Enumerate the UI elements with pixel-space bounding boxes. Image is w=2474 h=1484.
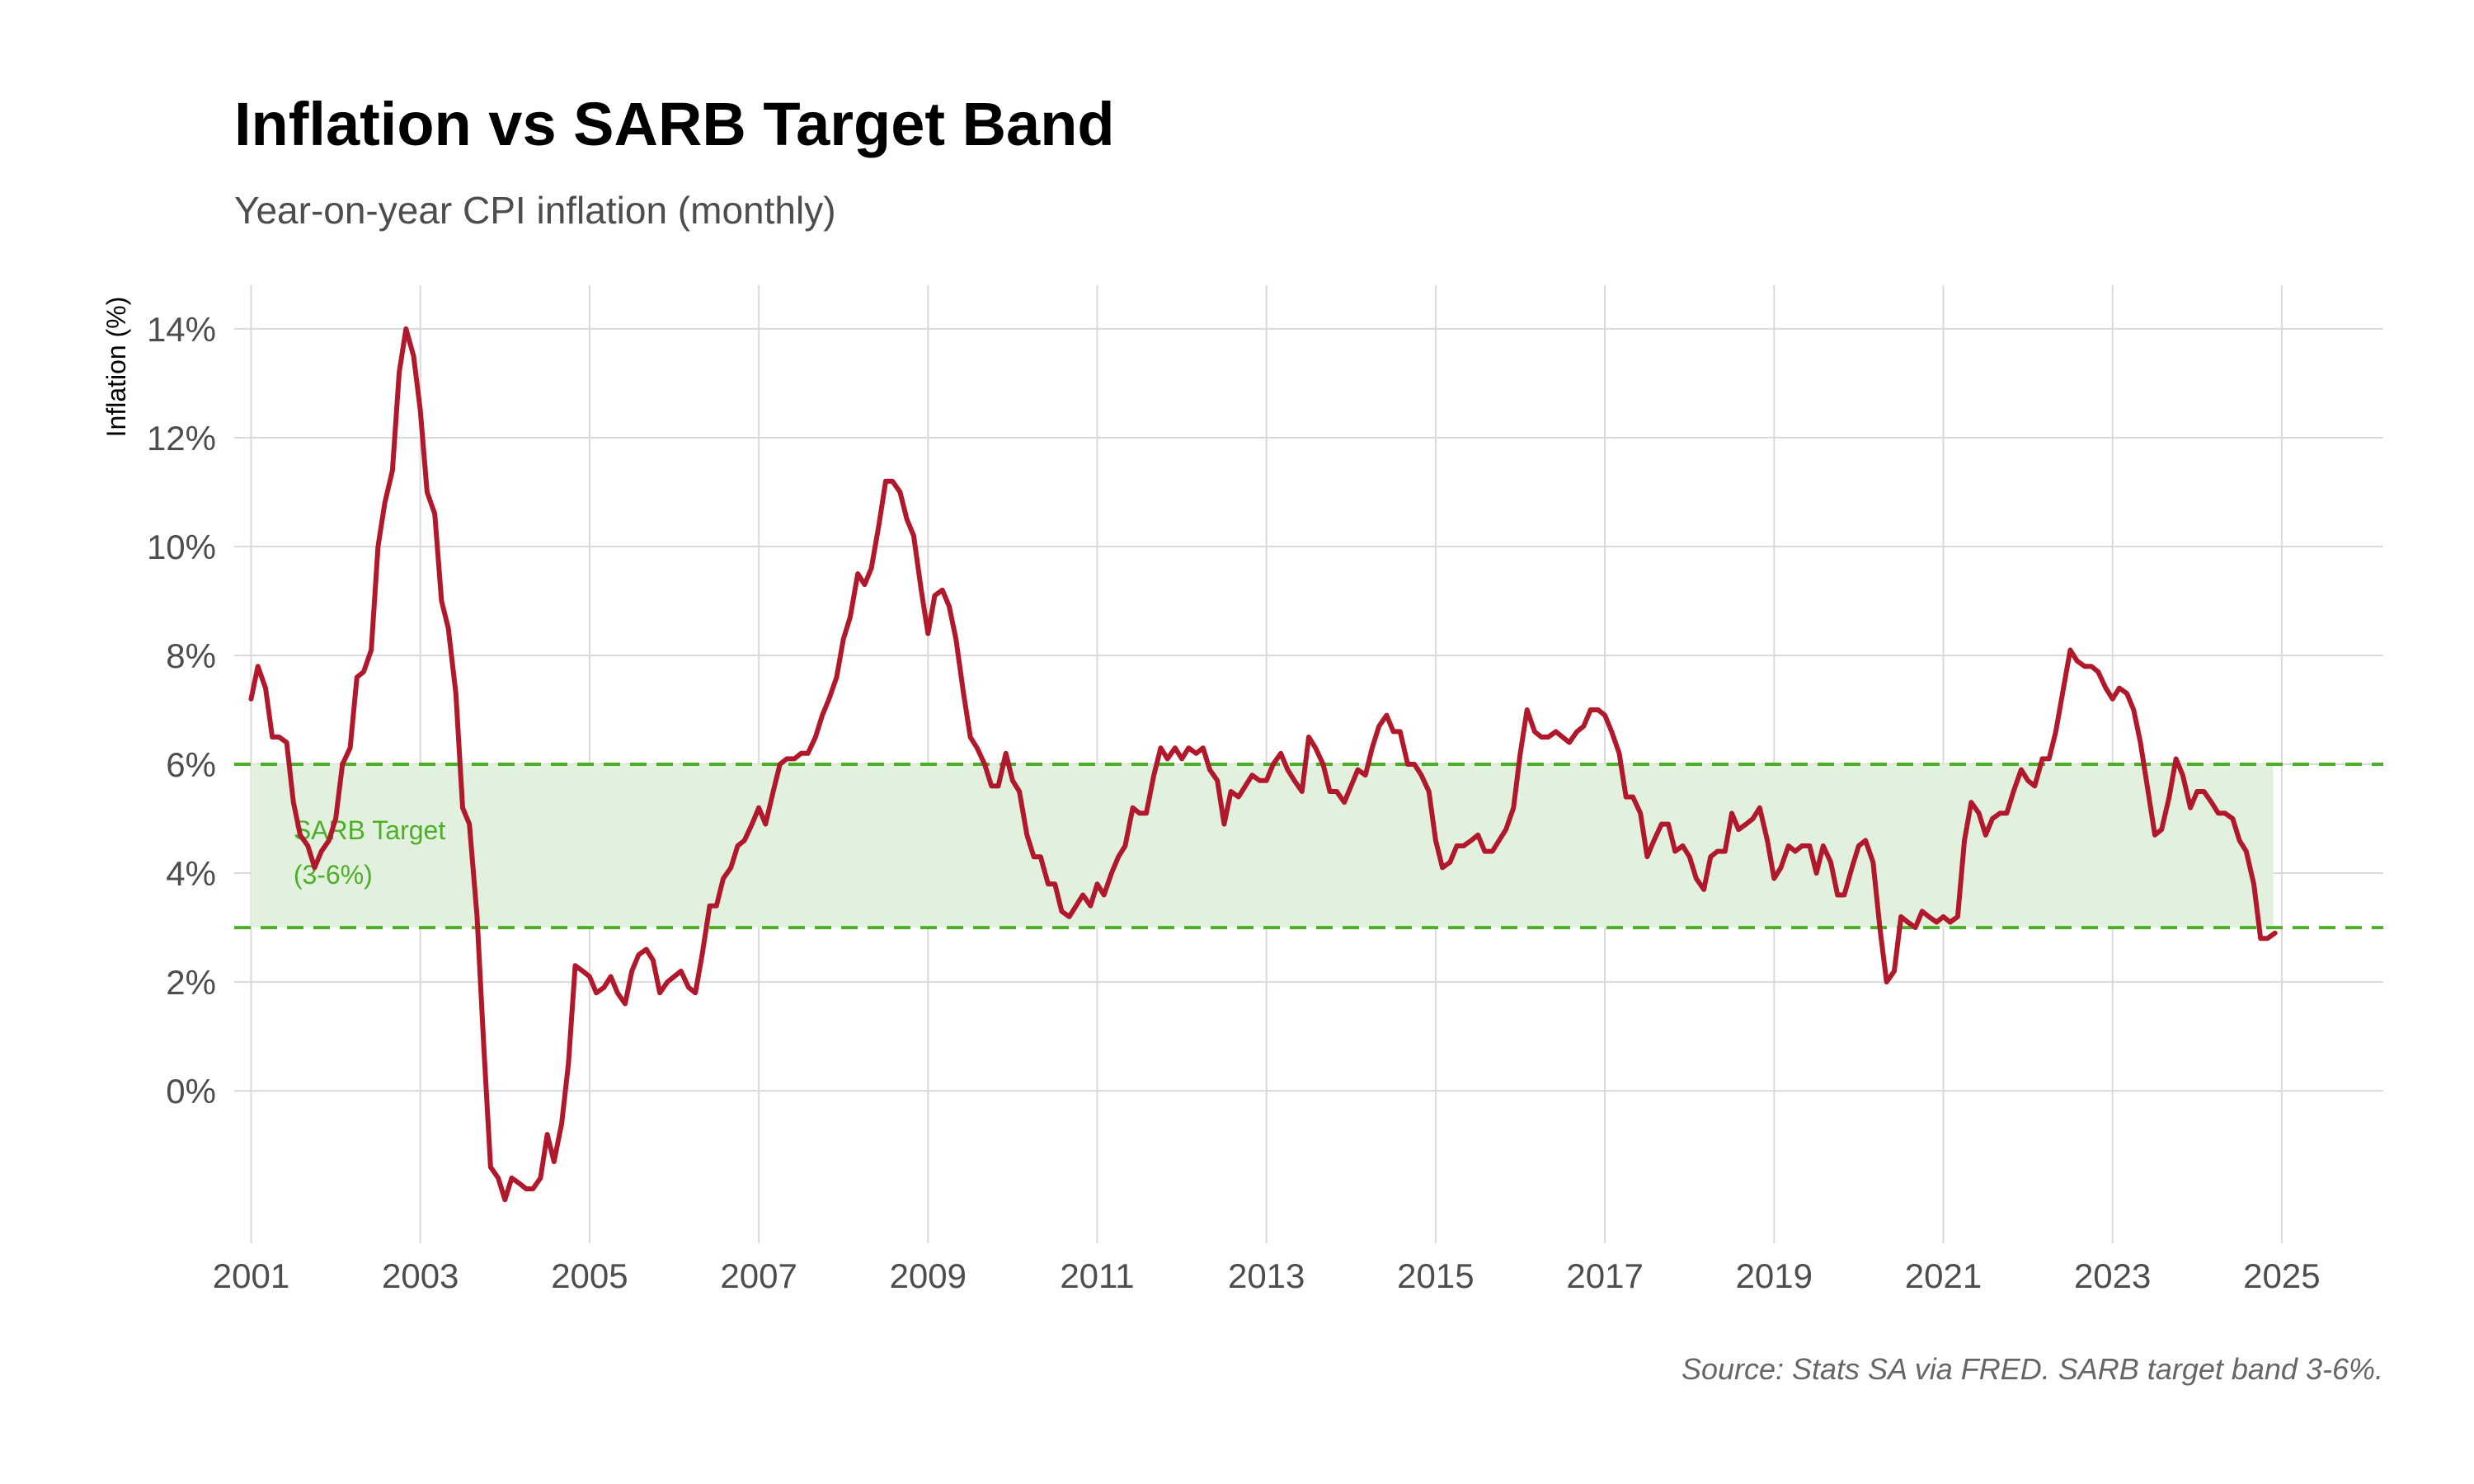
- x-tick-label: 2015: [1397, 1256, 1474, 1295]
- y-tick-label: 8%: [166, 636, 216, 675]
- target-band-range-label: (3-6%): [294, 860, 373, 890]
- y-tick-label: 14%: [147, 310, 216, 349]
- x-tick-label: 2025: [2243, 1256, 2320, 1295]
- inflation-line: [248, 326, 2278, 1203]
- x-tick-label: 2013: [1228, 1256, 1305, 1295]
- source-caption: Source: Stats SA via FRED. SARB target b…: [1681, 1352, 2383, 1386]
- y-tick-label: 6%: [166, 745, 216, 784]
- target-band-area: [251, 764, 2274, 928]
- inflation-series: [248, 326, 2278, 1203]
- y-tick-label: 10%: [147, 528, 216, 566]
- x-tick-label: 2017: [1566, 1256, 1643, 1295]
- y-tick-label: 4%: [166, 854, 216, 893]
- chart-subtitle: Year-on-year CPI inflation (monthly): [234, 189, 836, 232]
- x-tick-label: 2019: [1736, 1256, 1813, 1295]
- x-tick-label: 2023: [2074, 1256, 2151, 1295]
- y-tick-label: 12%: [147, 419, 216, 458]
- axis-labels: 2001 2003 2005 2007 2009 2011 2013 2015 2017 2019…: [147, 310, 2321, 1295]
- target-band: SARB Target (3-6%): [234, 763, 2383, 930]
- x-tick-label: 2009: [890, 1256, 967, 1295]
- y-axis-title: Inflation (%): [101, 297, 131, 438]
- x-tick-label: 2011: [1060, 1256, 1134, 1295]
- x-tick-label: 2005: [551, 1256, 628, 1295]
- x-tick-label: 2021: [1905, 1256, 1982, 1295]
- x-tick-label: 2001: [213, 1256, 289, 1295]
- x-tick-label: 2007: [720, 1256, 797, 1295]
- target-band-label: SARB Target: [294, 815, 446, 845]
- y-tick-label: 0%: [166, 1072, 216, 1111]
- y-tick-label: 2%: [166, 963, 216, 1002]
- x-tick-label: 2003: [382, 1256, 459, 1295]
- chart-title: Inflation vs SARB Target Band: [234, 90, 1115, 158]
